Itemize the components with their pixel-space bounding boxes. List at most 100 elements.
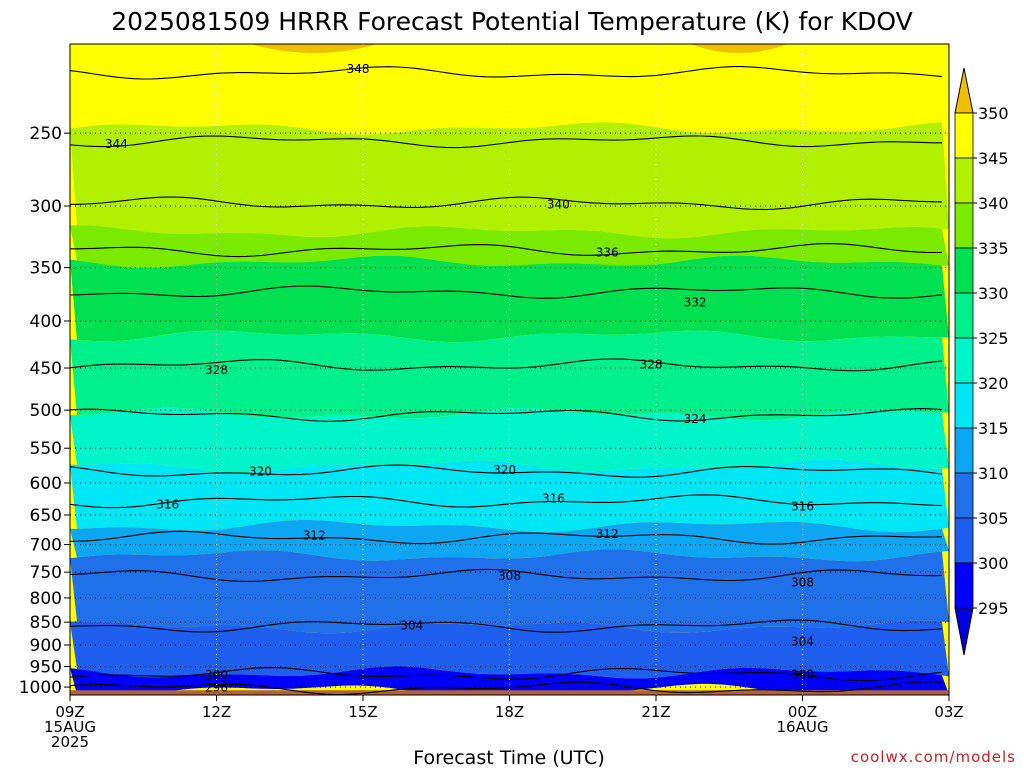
x-axis-label: Forecast Time (UTC) (413, 747, 604, 768)
x-tick-label: 12Z (202, 703, 231, 721)
x-tick-label: 03Z (934, 703, 963, 721)
fill-bands (70, 44, 949, 695)
colorbar-swatch (954, 382, 974, 429)
x-tick-label: 21Z (641, 703, 670, 721)
y-tick-label: 400 (30, 312, 62, 332)
contour-label: 320 (493, 463, 516, 477)
contour-label: 296 (205, 680, 228, 694)
contour-316 (70, 494, 943, 509)
band-305-310 (70, 549, 949, 634)
colorbar-label: 310 (978, 464, 1009, 483)
contour-label: 336 (596, 245, 619, 259)
colorbar-label: 340 (978, 194, 1009, 213)
contour-324 (70, 408, 943, 422)
contour-296 (70, 681, 943, 695)
contour-labels: 348 344 340 336 332 328 328 324 320 320 316 316 316 3… (105, 62, 814, 694)
colorbar-swatch (954, 247, 974, 294)
band-325-330 (70, 330, 949, 421)
contour-label: 304 (400, 618, 423, 632)
contour-label: 328 (640, 357, 663, 371)
contour-label: 320 (249, 464, 272, 478)
colorbar-label: 330 (978, 284, 1009, 303)
contour-lines (70, 66, 943, 695)
contour-label: 304 (791, 634, 814, 648)
y-tick-label: 700 (30, 536, 62, 556)
y-tick-label: 450 (30, 359, 62, 379)
colorbar-label: 315 (978, 419, 1009, 438)
colorbar-extend-bottom (954, 607, 974, 656)
x-tick-label: 2025 (51, 733, 89, 751)
y-tick-label: 650 (30, 506, 62, 526)
contour-label: 308 (498, 569, 521, 583)
y-tick-label: 900 (30, 636, 62, 656)
contour-label: 312 (303, 528, 326, 542)
contour-label: 316 (156, 497, 179, 511)
band-340-345 (70, 122, 949, 239)
colorbar-swatch (954, 337, 974, 384)
y-tick-label: 800 (30, 589, 62, 609)
colorbar-swatch (954, 472, 974, 519)
band-315-320 (70, 459, 949, 533)
colorbar-swatch (954, 112, 974, 159)
contour-label: 328 (205, 363, 228, 377)
ground-strip (70, 690, 949, 695)
contour-300 (70, 667, 943, 682)
colorbar-label: 320 (978, 374, 1009, 393)
colorbar-swatch (954, 202, 974, 249)
band-350-plus (690, 44, 788, 53)
contour-344 (70, 135, 942, 149)
colorbar-label: 335 (978, 239, 1009, 258)
colorbar-label: 295 (978, 599, 1009, 618)
credit-text: coolwx.com/models (851, 748, 1016, 766)
contour-label: 324 (684, 412, 707, 426)
colorbar-label: 350 (978, 104, 1009, 123)
band-320-325 (70, 407, 949, 473)
chart-title: 2025081509 HRRR Forecast Potential Tempe… (111, 7, 913, 36)
y-tick-label: 600 (30, 474, 62, 494)
contour-340 (70, 196, 943, 211)
contour-332 (70, 285, 943, 299)
y-tick-label: 550 (30, 439, 62, 459)
contour-304 (70, 619, 943, 633)
y-tick-label: 500 (30, 401, 62, 421)
contour-348 (70, 66, 943, 80)
y-tick-label: 350 (30, 259, 62, 279)
x-tick-label: 15Z (348, 703, 377, 721)
contour-308 (70, 568, 943, 582)
colorbar-label: 300 (978, 554, 1009, 573)
contour-label: 348 (347, 62, 370, 76)
y-tick-label: 250 (30, 124, 62, 144)
contour-320 (70, 464, 943, 478)
contour-label: 316 (791, 499, 814, 513)
contour-label: 340 (547, 198, 570, 212)
contour-336 (70, 243, 943, 258)
contour-label: 344 (105, 137, 128, 151)
band-330-335 (70, 255, 949, 343)
colorbar-label: 345 (978, 149, 1009, 168)
contour-label: 300 (791, 668, 814, 682)
y-tick-label: 750 (30, 563, 62, 583)
x-tick-label: 15AUG (44, 718, 96, 736)
contour-label: 312 (596, 527, 619, 541)
x-tick-label: 16AUG (777, 718, 829, 736)
colorbar: 350 345 340 335 330 325 320 315 310 305 300 295 (954, 67, 1009, 656)
contour-label: 332 (684, 296, 707, 310)
colorbar-swatch (954, 562, 974, 609)
colorbar-swatch (954, 292, 974, 339)
colorbar-label: 325 (978, 329, 1009, 348)
contour-label: 316 (542, 492, 565, 506)
contour-328 (70, 358, 943, 372)
y-tick-label: 950 (30, 658, 62, 678)
x-tick-label: 18Z (495, 703, 524, 721)
x-tick-label: 00Z (788, 703, 817, 721)
y-tick-label: 850 (30, 613, 62, 633)
colorbar-swatch (954, 157, 974, 204)
contour-312 (70, 530, 943, 545)
y-tick-label: 1000 (19, 678, 62, 698)
y-tick-label: 300 (30, 197, 62, 217)
band-310-315 (70, 519, 949, 562)
colorbar-swatch (954, 517, 974, 564)
band-350-plus (250, 44, 378, 53)
